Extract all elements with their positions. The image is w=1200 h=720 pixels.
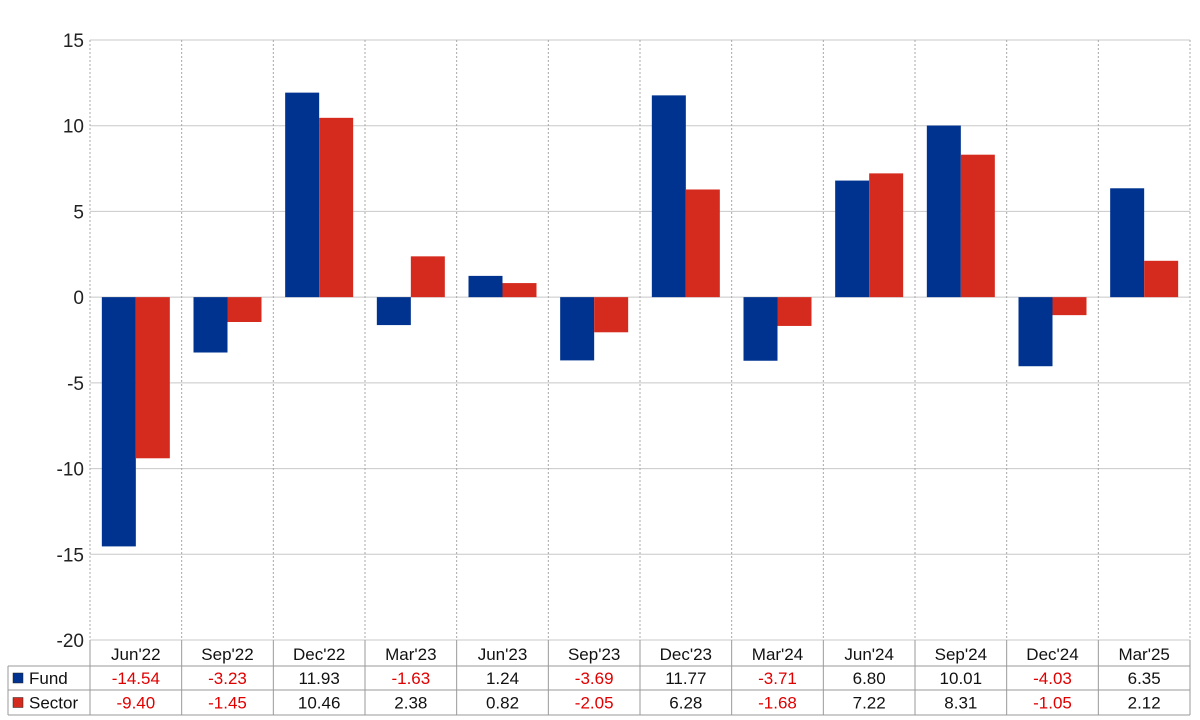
category-label: Dec'23: [660, 645, 712, 664]
fund-value-cell: 11.93: [299, 669, 340, 688]
fund-legend-swatch: [12, 672, 24, 684]
bar-fund-mar25: [1110, 188, 1145, 298]
fund-value-cell: 10.01: [940, 669, 983, 688]
y-axis: 15 10 5 0 -5 -10 -15 -20: [57, 31, 84, 652]
y-tick-label: -15: [57, 545, 84, 566]
category-label: Dec'24: [1026, 645, 1078, 664]
category-label: Mar'23: [385, 645, 436, 664]
gridlines: [89, 39, 1191, 641]
bar-sector-dec23: [685, 189, 720, 298]
sector-value-cell: -1.05: [1033, 694, 1072, 713]
bar-fund-mar23: [376, 297, 411, 326]
y-tick-label: 10: [63, 117, 84, 138]
fund-value-cell: -3.69: [575, 669, 614, 688]
bar-sector-mar23: [410, 256, 445, 298]
y-tick-label: 5: [73, 202, 84, 223]
y-tick-label: 0: [73, 288, 84, 309]
sector-value-cell: 10.46: [298, 694, 341, 713]
bar-fund-dec24: [1018, 297, 1053, 367]
bar-sector-jun24: [869, 173, 904, 298]
bar-sector-mar25: [1144, 260, 1179, 298]
category-label: Sep'23: [568, 645, 620, 664]
bar-fund-sep24: [926, 125, 961, 298]
fund-value-cell: 6.35: [1128, 669, 1161, 688]
bar-sector-jun22: [135, 297, 170, 459]
sector-value-cell: -9.40: [116, 694, 155, 713]
fund-value-cell: -14.54: [112, 669, 160, 688]
category-label: Sep'22: [201, 645, 253, 664]
sector-value-cell: -1.68: [758, 694, 797, 713]
y-tick-label: -5: [67, 374, 84, 395]
fund-legend-label: Fund: [29, 669, 68, 688]
fund-value-cell: 6.80: [853, 669, 886, 688]
data-table: Jun'22 Sep'22 Dec'22 Mar'23 Jun'23 Sep'23 Dec'…: [7, 640, 1191, 716]
category-label: Jun'23: [478, 645, 528, 664]
bar-fund-sep23: [560, 297, 595, 361]
bars: [101, 92, 1179, 547]
sector-legend-swatch: [12, 697, 24, 708]
bar-fund-jun22: [101, 297, 136, 547]
bar-sector-dec22: [319, 117, 354, 298]
bar-fund-dec22: [285, 92, 320, 298]
sector-value-cell: 8.31: [944, 694, 977, 713]
bar-sector-sep24: [960, 154, 995, 298]
category-label: Dec'22: [293, 645, 345, 664]
fund-value-cell: -3.71: [758, 669, 797, 688]
sector-value-cell: 7.22: [853, 694, 886, 713]
category-label: Jun'24: [844, 645, 894, 664]
fund-value-cell: 11.77: [665, 669, 706, 688]
category-label: Mar'25: [1118, 645, 1169, 664]
fund-value-cell: -1.63: [391, 669, 430, 688]
bar-fund-jun23: [468, 275, 503, 298]
sector-value-cell: 2.12: [1128, 694, 1161, 713]
bar-sector-dec24: [1052, 297, 1087, 316]
bar-sector-mar24: [777, 297, 812, 326]
fund-value-cell: -3.23: [208, 669, 247, 688]
bar-fund-mar24: [743, 297, 778, 361]
bar-fund-jun24: [835, 180, 870, 298]
bar-fund-sep22: [193, 297, 228, 353]
bar-sector-sep22: [227, 297, 262, 322]
sector-value-cell: -1.45: [208, 694, 247, 713]
category-label: Mar'24: [752, 645, 803, 664]
sector-legend-label: Sector: [29, 694, 78, 713]
y-tick-label: -10: [57, 460, 84, 481]
bar-sector-jun23: [502, 283, 537, 298]
sector-value-cell: 6.28: [669, 694, 702, 713]
category-label: Sep'24: [935, 645, 987, 664]
sector-value-cell: 2.38: [394, 694, 427, 713]
fund-value-cell: -4.03: [1033, 669, 1072, 688]
bar-sector-sep23: [594, 297, 629, 333]
y-tick-label: -20: [57, 631, 84, 652]
sector-value-cell: -2.05: [575, 694, 614, 713]
sector-value-cell: 0.82: [486, 694, 519, 713]
bar-fund-dec23: [651, 95, 686, 298]
fund-value-cell: 1.24: [486, 669, 519, 688]
category-label: Jun'22: [111, 645, 161, 664]
y-tick-label: 15: [63, 31, 84, 52]
